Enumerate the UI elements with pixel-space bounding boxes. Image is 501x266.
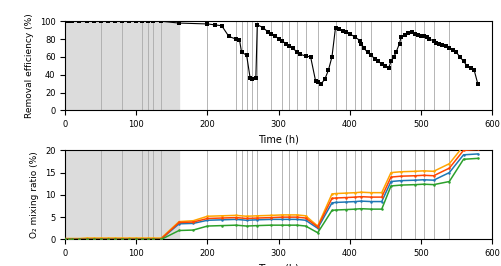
Y-axis label: Removal efficiency (%): Removal efficiency (%) [25, 13, 34, 118]
Bar [65, 21, 179, 110]
X-axis label: Time (h): Time (h) [258, 135, 299, 145]
Y-axis label: O₂ mixing ratio (%): O₂ mixing ratio (%) [31, 152, 40, 238]
Bar [65, 150, 179, 239]
X-axis label: Time (h): Time (h) [258, 264, 299, 266]
